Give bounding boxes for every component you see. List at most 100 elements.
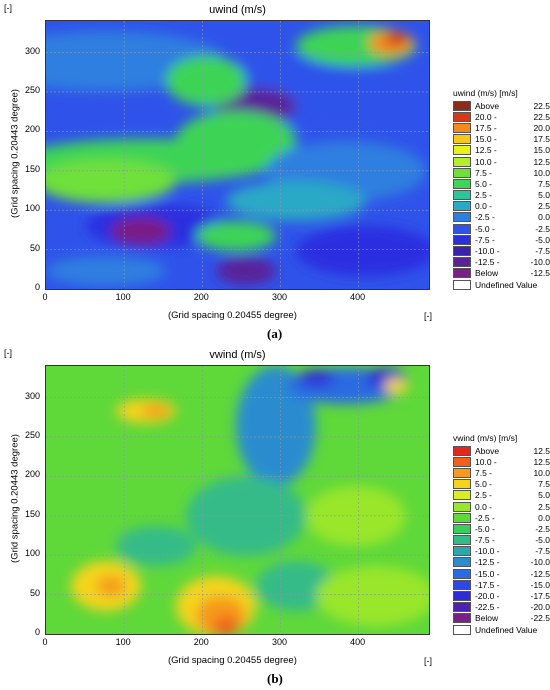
legend-swatch	[453, 523, 471, 534]
heatmap-region	[316, 566, 429, 626]
legend-range-label: -7.5 - -5.0	[475, 535, 550, 545]
y-tick-label: 150	[24, 163, 40, 174]
y-unit-corner-label: [-]	[4, 3, 12, 13]
legend-range-start: 12.5 -	[475, 145, 497, 156]
legend-swatch	[453, 212, 471, 223]
x-tick-label: 0	[42, 292, 48, 302]
legend-range-end: 20.0	[533, 122, 550, 133]
legend-swatch	[453, 568, 471, 579]
legend-range-end: 0.0	[538, 512, 550, 523]
legend-entry: -7.5 - -5.0	[453, 535, 550, 546]
legend-entry: -5.0 - -2.5	[453, 523, 550, 534]
legend-range-start: -2.5 -	[475, 212, 495, 223]
legend-range-label: 17.5 - 20.0	[475, 123, 550, 133]
legend-swatch	[453, 535, 471, 546]
legend-swatch	[453, 501, 471, 512]
heatmap-region	[166, 56, 246, 106]
legend-range-label: -7.5 - -5.0	[475, 235, 550, 245]
x-tick-label: 0	[42, 637, 48, 647]
heatmap-region	[111, 217, 171, 245]
y-axis-label: (Grid spacing 0.20443 degree)	[9, 89, 21, 218]
legend-range-label: Undefined Value	[475, 280, 550, 290]
legend-swatch	[453, 190, 471, 201]
legend-entry: 2.5 - 5.0	[453, 490, 550, 501]
legend-range-start: 7.5 -	[475, 467, 493, 478]
legend-range-start: -5.0 -	[475, 223, 495, 234]
legend-swatch	[453, 512, 471, 523]
legend-range-end: -10.0	[530, 257, 550, 268]
legend-range-start: -12.5 -	[475, 257, 500, 268]
legend-entry: 15.0 - 17.5	[453, 134, 550, 145]
legend-range-start: 5.0 -	[475, 479, 493, 490]
legend-entry: -10.0 - -7.5	[453, 546, 550, 557]
y-tick-label: 250	[24, 429, 40, 440]
legend-entry: 10.0 - 12.5	[453, 456, 550, 467]
legend-swatch	[453, 467, 471, 478]
legend-entry: 20.0 - 22.5	[453, 111, 550, 122]
legend-range-start: -20.0 -	[475, 591, 500, 602]
legend-swatch	[453, 546, 471, 557]
legend-range-end: -2.5	[535, 223, 550, 234]
legend-range-label: -10.0 - -7.5	[475, 546, 550, 556]
x-tick-label: 200	[193, 292, 209, 302]
legend-entry: 5.0 - 7.5	[453, 479, 550, 490]
legend-entry: -12.5 - -10.0	[453, 557, 550, 568]
legend-range-end: 10.0	[533, 467, 550, 478]
legend-range-start: -22.5 -	[475, 602, 500, 613]
legend-entry: Below -12.5	[453, 268, 550, 279]
legend-entry: -22.5 - -20.0	[453, 602, 550, 613]
legend-range-label: -10.0 - -7.5	[475, 246, 550, 256]
vwind-heatmap	[46, 366, 429, 634]
x-tick-label: 100	[115, 292, 131, 302]
y-tick-label: 50	[29, 242, 40, 253]
y-tick-label: 100	[24, 548, 40, 559]
legend-entry: 12.5 - 15.0	[453, 145, 550, 156]
legend-range-end: 2.5	[538, 501, 550, 512]
heatmap-region	[214, 616, 238, 634]
legend-range-start: 15.0 -	[475, 134, 497, 145]
legend-title: uwind (m/s) [m/s]	[453, 88, 518, 98]
legend-range-start: -5.0 -	[475, 523, 495, 534]
chart-title: vwind (m/s)	[209, 349, 266, 361]
heatmap-region	[386, 32, 406, 46]
legend-swatch	[453, 156, 471, 167]
legend-range-start: 2.5 -	[475, 490, 493, 501]
legend-entry: Undefined Value	[453, 624, 550, 635]
legend-range-label: 10.0 - 12.5	[475, 157, 550, 167]
legend-swatch	[453, 602, 471, 613]
legend-entry: 7.5 - 10.0	[453, 467, 550, 478]
legend-swatch	[453, 279, 471, 290]
legend-entry: 5.0 - 7.5	[453, 178, 550, 189]
legend-range-start: Undefined Value	[475, 624, 538, 635]
heatmap-region	[216, 257, 276, 285]
x-tick-label: 200	[193, 637, 209, 647]
legend-swatch	[453, 624, 471, 635]
chart-title: uwind (m/s)	[209, 4, 266, 16]
legend-range-start: -10.0 -	[475, 246, 500, 257]
panel-caption: (b)	[267, 671, 283, 686]
legend-range-label: Above 22.5	[475, 101, 550, 111]
legend-range-end: 15.0	[533, 145, 550, 156]
legend-entry: Undefined Value	[453, 279, 550, 290]
legend-entry: -17.5 - -15.0	[453, 579, 550, 590]
legend-range-label: -12.5 - -10.0	[475, 257, 550, 267]
legend-range-end: 22.5	[533, 111, 550, 122]
legend-range-label: 7.5 - 10.0	[475, 168, 550, 178]
legend-range-label: -17.5 - -15.0	[475, 580, 550, 590]
legend-range-label: 10.0 - 12.5	[475, 457, 550, 467]
legend-swatch	[453, 145, 471, 156]
uwind-heatmap	[46, 21, 429, 289]
legend-range-end: -7.5	[535, 546, 550, 557]
legend-range-label: 20.0 - 22.5	[475, 112, 550, 122]
heatmap-region	[141, 405, 171, 417]
legend-range-label: Below -12.5	[475, 268, 550, 278]
x-axis-label: (Grid spacing 0.20455 degree)	[168, 655, 297, 666]
x-tick-label: 400	[350, 292, 366, 302]
legend-range-label: Undefined Value	[475, 625, 550, 635]
legend-swatch	[453, 100, 471, 111]
legend-range-label: -20.0 - -17.5	[475, 591, 550, 601]
legend-entry: Below -22.5	[453, 613, 550, 624]
legend-range-end: -5.0	[535, 234, 550, 245]
legend-range-end: -2.5	[535, 523, 550, 534]
x-tick-label: 300	[271, 292, 287, 302]
